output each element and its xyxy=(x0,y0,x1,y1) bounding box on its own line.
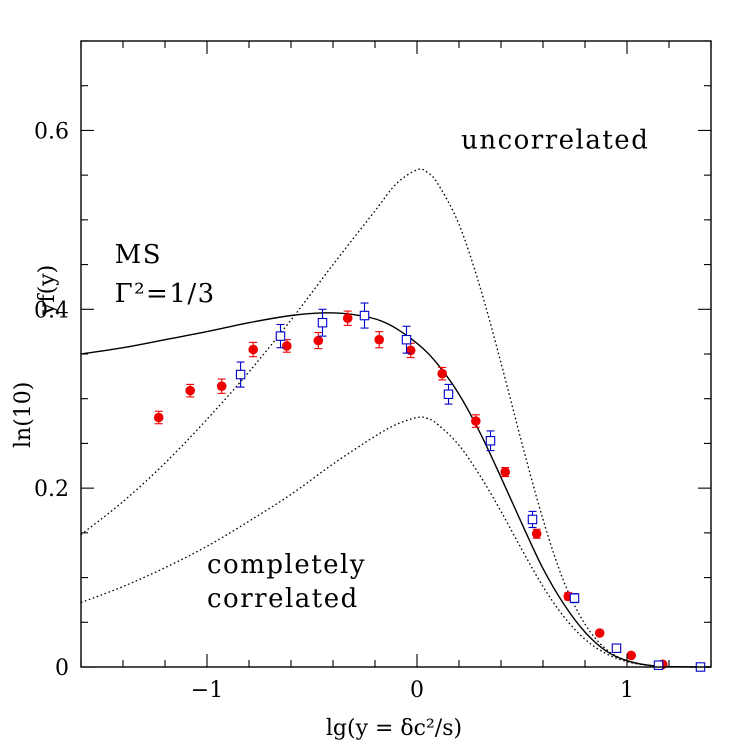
annotation-ms: MS xyxy=(115,240,162,270)
tick-layer xyxy=(80,40,712,668)
data-point-circle xyxy=(248,344,258,355)
data-point-square xyxy=(485,435,496,446)
data-point-circle xyxy=(216,381,227,391)
data-point-square xyxy=(527,514,538,525)
data-point-square xyxy=(653,660,664,670)
data-point-circle xyxy=(313,335,324,346)
data-point-circle xyxy=(594,628,605,638)
x-tick-label: 1 xyxy=(620,678,634,703)
y-tick-label: 0 xyxy=(55,656,69,681)
data-point-square xyxy=(235,369,246,380)
data-point-circle xyxy=(153,412,164,423)
data-point-square xyxy=(569,593,580,603)
data-point-circle xyxy=(405,345,416,356)
y-tick-label: 0.6 xyxy=(34,119,69,144)
data-point-circle xyxy=(437,368,448,379)
data-point-square xyxy=(443,389,454,399)
tick-label-layer: −1 0 1 0 0.2 0.4 0.6 xyxy=(34,119,634,703)
data-point-square xyxy=(359,310,370,321)
y-tick-label: 0.4 xyxy=(34,298,69,323)
data-point-circle xyxy=(342,313,353,324)
x-tick-label: 0 xyxy=(410,678,424,703)
data-point-circle xyxy=(471,416,481,426)
annotation-layer: uncorrelated MS Γ²=1/3 completely correlated xyxy=(115,125,649,614)
data-point-circle xyxy=(500,467,511,477)
curve-completely-correlated xyxy=(80,416,712,668)
annotation-uncorrelated: uncorrelated xyxy=(461,125,649,155)
data-point-circle xyxy=(282,341,292,351)
x-axis-title: lg(y = δc²/s) xyxy=(326,716,462,741)
data-point-square xyxy=(275,331,286,341)
data-point-circle xyxy=(531,528,542,539)
data-point-circle xyxy=(185,385,195,396)
curve-uncorrelated xyxy=(80,168,712,668)
data-point-square xyxy=(317,317,328,328)
data-point-square xyxy=(401,334,412,345)
annotation-completely: completely xyxy=(207,550,366,580)
y-tick-label: 0.2 xyxy=(34,477,69,502)
x-tick-label: −1 xyxy=(191,678,223,703)
y-axis-title-bottom: ln(10) xyxy=(11,382,36,448)
annotation-gamma: Γ²=1/3 xyxy=(115,279,216,309)
curve-layer xyxy=(80,168,712,668)
data-point-circle xyxy=(374,334,385,345)
data-point-square xyxy=(611,643,622,653)
data-point-circle xyxy=(626,650,636,661)
y-axis-title-top: yf(y) xyxy=(35,265,60,316)
annotation-correlated: correlated xyxy=(207,584,359,614)
